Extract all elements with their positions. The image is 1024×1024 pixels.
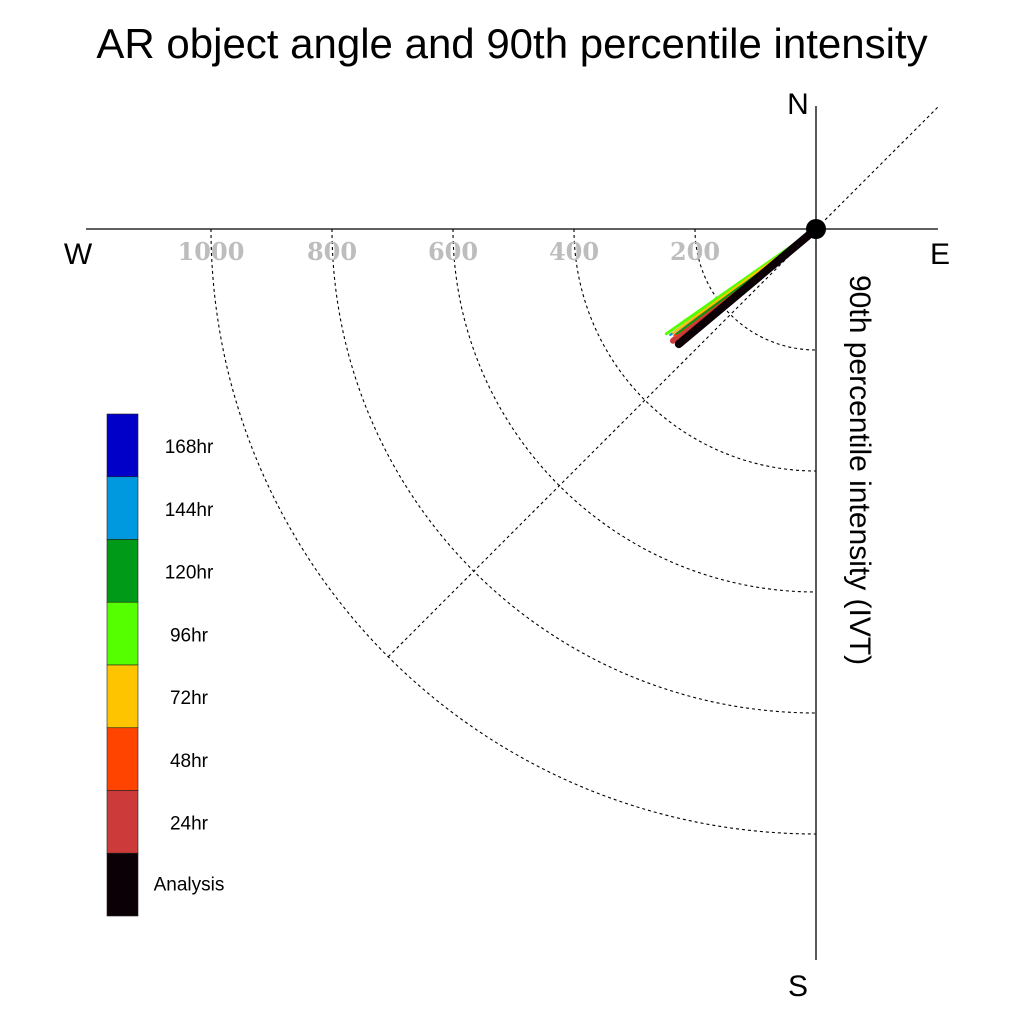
direction-east: E	[930, 238, 950, 271]
legend-label-72hr: 72hr	[170, 688, 209, 709]
legend-swatch-168hr	[106, 413, 139, 478]
vector-analysis	[674, 225, 820, 349]
direction-west: W	[64, 238, 93, 271]
legend-label-24hr: 24hr	[170, 814, 209, 835]
radial-tick-label: 600	[428, 237, 478, 266]
legend-swatch-144hr	[106, 476, 139, 540]
legend-swatch-48hr	[106, 727, 139, 791]
y-axis-label: 90th percentile intensity (IVT)	[843, 275, 876, 665]
radial-tick-label: 800	[307, 237, 357, 266]
direction-south: S	[788, 970, 808, 1003]
radial-tick-label: 200	[670, 237, 720, 266]
legend-label-120hr: 120hr	[165, 563, 214, 584]
radial-tick-label: 1000	[178, 237, 245, 266]
legend-swatch-72hr	[106, 664, 139, 729]
compass-axes	[86, 106, 938, 960]
radial-tick-labels: 200 400 600 800 1000	[178, 237, 720, 266]
legend-swatch-24hr	[106, 790, 139, 854]
diagonal-line	[387, 104, 941, 658]
legend-swatch-96hr	[106, 601, 139, 666]
radial-tick-label: 400	[549, 237, 599, 266]
diagonal-guide	[387, 104, 941, 658]
origin-marker	[806, 219, 826, 239]
color-legend: 168hr 144hr 120hr 96hr 72hr 48hr 24hr Analysis	[106, 413, 225, 917]
intensity-vectors	[664, 225, 820, 349]
chart-title: AR object angle and 90th percentile inte…	[96, 20, 927, 67]
legend-label-144hr: 144hr	[165, 500, 214, 521]
legend-label-168hr: 168hr	[165, 437, 214, 458]
legend-swatch-120hr	[106, 539, 139, 603]
legend-label-96hr: 96hr	[170, 625, 209, 646]
radial-ring-400	[573, 228, 817, 472]
legend-swatch-analysis	[106, 852, 139, 917]
legend-label-analysis: Analysis	[154, 874, 225, 895]
radial-ring-200	[694, 228, 817, 351]
legend-label-48hr: 48hr	[170, 751, 209, 772]
direction-north: N	[787, 88, 809, 121]
